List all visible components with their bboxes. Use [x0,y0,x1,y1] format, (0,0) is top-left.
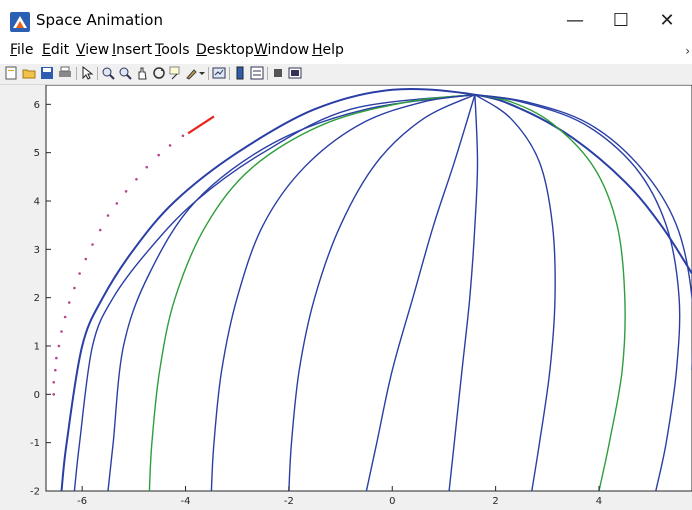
y-tick-label: -1 [30,438,40,449]
window-title: Space Animation [36,11,163,29]
x-tick-label: 2 [492,496,498,507]
trajectory-point [73,286,76,290]
trajectory-point [52,393,56,396]
brush-dropdown-icon[interactable] [198,66,206,80]
minimize-button[interactable]: — [552,4,598,36]
meridian-line-11 [474,94,692,371]
menu-file[interactable]: File [10,42,34,58]
figure-toolbar [0,64,692,85]
menu-edit[interactable]: Edit [42,42,70,58]
trajectory-point [157,153,160,157]
menu-overflow-icon[interactable]: › [685,44,690,58]
data-cursor-icon[interactable] [169,66,183,80]
matlab-figure-icon [10,12,30,32]
trajectory-point [106,214,110,217]
save-icon[interactable] [40,66,54,80]
trajectory-point [52,380,56,384]
menu-view[interactable]: View [76,42,110,58]
menu-desktop[interactable]: Desktop [196,42,254,58]
menu-help[interactable]: Help [312,42,344,58]
meridian-line-6 [365,94,476,491]
x-tick-label: -4 [181,496,191,507]
show-plot-tools-icon[interactable] [288,66,302,80]
trajectory-point [84,257,88,261]
trajectory-point [124,190,128,193]
minimize-icon: — [566,9,584,31]
y-tick-label: 3 [34,245,40,256]
trajectory-point [145,165,149,169]
x-tick-label: 4 [596,496,602,507]
maximize-icon: ☐ [612,9,630,31]
colorbar-icon[interactable] [233,66,247,80]
trajectory-point [78,272,81,275]
y-tick-label: 6 [34,100,40,111]
meridian-line-2 [107,94,475,491]
meridian-line-8 [474,94,556,491]
trajectory-point [54,368,57,372]
trajectory-point [57,344,61,348]
plot-svg[interactable]: -6 -4 -2 0 2 4 -2 -1 0 1 2 3 4 5 6 [0,85,692,510]
meridian-line-5 [288,94,476,491]
trajectory-point [67,301,71,304]
link-plot-icon[interactable] [212,66,226,80]
y-tick-label: -2 [30,487,40,498]
trajectory-point [63,315,67,319]
meridian-line-1 [73,94,475,491]
trajectory-point [135,177,138,181]
trajectory-point [181,134,185,138]
open-file-icon[interactable] [22,66,36,80]
menu-bar: File Edit View Insert Tools Desktop Wind… [0,42,692,62]
trajectory-point [60,330,63,333]
red-segment [187,115,215,135]
edit-plot-icon[interactable] [80,66,94,80]
x-tick-label: -2 [284,496,294,507]
rotate-3d-icon[interactable] [152,66,166,80]
meridian-line-7 [448,94,479,491]
zoom-in-icon[interactable] [101,66,115,80]
trajectory-point [115,202,119,205]
zoom-out-icon[interactable] [118,66,132,80]
pan-icon[interactable] [135,66,149,80]
y-tick-label: 5 [34,148,40,159]
meridian-line-9 [474,94,626,491]
x-tick-label: -6 [77,496,87,507]
meridian-line-10 [474,94,681,491]
maximize-button[interactable]: ☐ [598,4,644,36]
y-tick-label: 4 [34,197,40,208]
close-button[interactable]: ✕ [644,4,690,36]
globe-outline [60,88,692,491]
x-tick-label: 0 [389,496,395,507]
trajectory-point [98,228,102,232]
meridian-line-3 [148,94,475,491]
menu-tools[interactable]: Tools [155,42,190,58]
new-figure-icon[interactable] [4,66,18,80]
hide-plot-tools-icon[interactable] [271,66,285,80]
y-tick-label: 1 [34,342,40,353]
title-bar: Space Animation — ☐ ✕ [0,0,692,40]
y-tick-label: 0 [34,390,40,401]
menu-insert[interactable]: Insert [112,42,153,58]
y-tick-label: 2 [34,293,40,304]
print-icon[interactable] [58,66,72,80]
trajectory-point [91,243,94,246]
trajectory-point [168,144,172,147]
menu-window[interactable]: Window [254,42,310,58]
trajectory-point [55,356,58,360]
brush-icon[interactable] [185,66,199,80]
close-icon: ✕ [659,9,675,31]
figure-canvas: -6 -4 -2 0 2 4 -2 -1 0 1 2 3 4 5 6 [0,85,692,510]
legend-icon[interactable] [250,66,264,80]
meridian-line-4 [210,94,475,491]
